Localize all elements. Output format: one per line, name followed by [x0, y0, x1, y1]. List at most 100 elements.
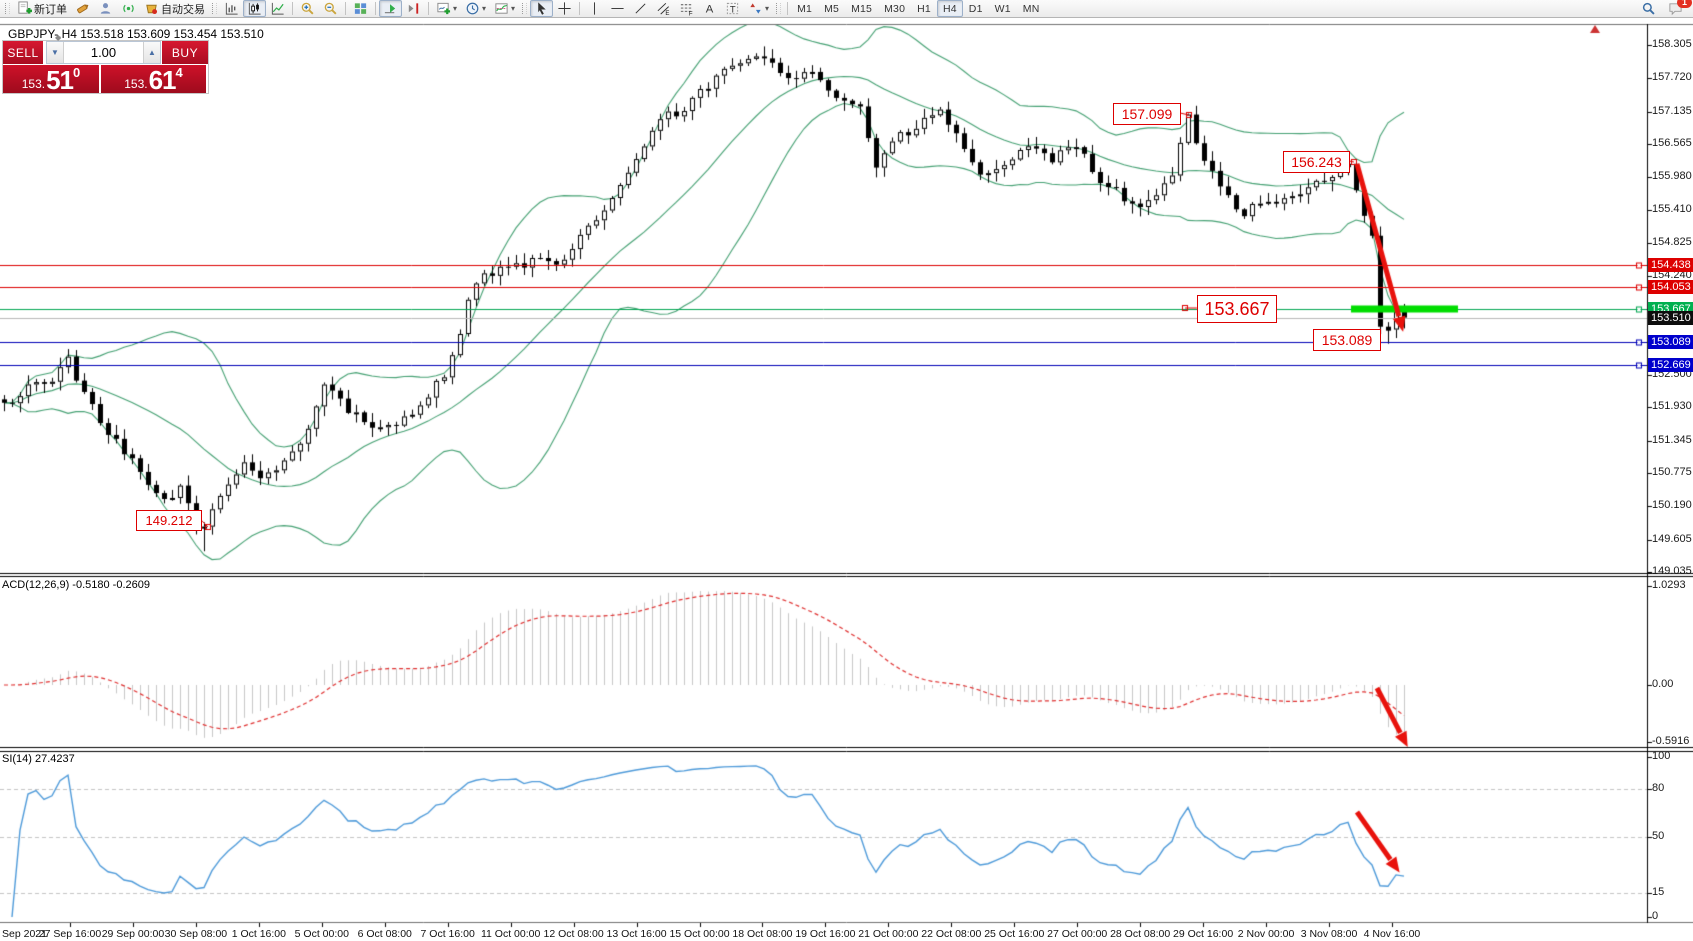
signal-icon — [123, 4, 134, 13]
time-axis-label: 5 Oct 00:00 — [294, 928, 349, 940]
new-order-button[interactable]: 新订单 — [13, 0, 71, 17]
time-axis-label: 15 Oct 00:00 — [669, 928, 730, 940]
indicators-button[interactable]: ▾ — [432, 0, 461, 17]
price-tick-label: 149.605 — [1652, 532, 1692, 545]
line-chart-button[interactable] — [266, 0, 289, 17]
time-axis-label: 6 Oct 08:00 — [357, 928, 412, 940]
fibonacci-icon: F — [680, 4, 693, 16]
rsi-label: SI(14) 27.4237 — [2, 753, 75, 765]
toolbar-grip[interactable] — [5, 3, 10, 14]
time-axis-label: 2 Nov 00:00 — [1237, 928, 1295, 940]
svg-text:A: A — [706, 4, 714, 16]
timeframe-m15[interactable]: M15 — [851, 2, 873, 15]
cursor-button[interactable] — [530, 0, 554, 17]
price-annotation: 153.667 — [1197, 295, 1277, 323]
zoom-in-button[interactable] — [296, 0, 319, 17]
bar-chart-icon — [225, 2, 238, 15]
zoom-out-button[interactable] — [319, 0, 342, 17]
timeframe-m1[interactable]: M1 — [797, 2, 813, 15]
time-axis-label: 27 Oct 00:00 — [1047, 928, 1108, 940]
svg-text:T: T — [730, 4, 736, 14]
periods-caret: ▾ — [482, 3, 487, 13]
sell-button[interactable]: SELL — [3, 41, 43, 64]
time-axis-label: 19 Oct 16:00 — [795, 928, 856, 940]
volume-decrease-button[interactable]: ▼ — [47, 42, 64, 63]
profile-button[interactable] — [94, 0, 117, 17]
svg-text:F: F — [689, 11, 693, 16]
buy-price-big: 61 — [148, 65, 177, 95]
periods-button[interactable]: ▾ — [461, 0, 490, 17]
volume-increase-button[interactable]: ▲ — [143, 42, 160, 63]
level-price-box: 154.438 — [1648, 257, 1693, 272]
auto-scroll-button[interactable] — [379, 0, 402, 17]
time-axis-label: 11 Oct 00:00 — [480, 928, 541, 940]
toolbar-grip[interactable] — [776, 3, 782, 14]
time-axis-label: 21 Oct 00:00 — [858, 928, 919, 940]
vertical-line-tool[interactable] — [583, 0, 606, 17]
rsi-tick-label: 100 — [1652, 750, 1671, 762]
time-axis-label: 27 Sep 16:00 — [38, 928, 102, 940]
crayon-icon — [77, 4, 89, 14]
zoom-in-icon — [301, 2, 314, 15]
templates-icon — [495, 3, 508, 14]
fibonacci-tool[interactable]: F — [675, 0, 698, 17]
text-label-icon: T — [726, 2, 739, 14]
equidistant-channel-icon: E — [657, 3, 669, 16]
timeframe-d1[interactable]: D1 — [968, 2, 983, 15]
time-axis-label: 18 Oct 08:00 — [732, 928, 793, 940]
toolbar-grip[interactable] — [212, 3, 217, 14]
rsi-tick-label: 15 — [1652, 886, 1665, 898]
tile-windows-button[interactable] — [349, 0, 372, 17]
candlestick-chart-button[interactable] — [243, 0, 266, 17]
crosshair-button[interactable] — [553, 0, 576, 17]
timeframe-h4[interactable]: H4 — [936, 0, 963, 17]
buy-price[interactable]: 153. 61 4 — [101, 65, 206, 93]
sell-price[interactable]: 153. 51 0 — [3, 65, 99, 93]
timeframe-m5[interactable]: M5 — [824, 2, 840, 15]
price-annotation: 153.089 — [1313, 329, 1381, 351]
volume-value[interactable]: 1.00 — [90, 45, 117, 60]
timeframe-h1[interactable]: H1 — [917, 2, 931, 15]
time-axis-label: 1 Oct 16:00 — [231, 928, 286, 940]
chart-shift-button[interactable] — [402, 0, 425, 17]
indicators-caret: ▾ — [453, 3, 458, 13]
cursor-icon — [538, 2, 546, 15]
text-label-tool[interactable]: T — [721, 0, 744, 17]
toolbar-grip[interactable] — [522, 3, 528, 14]
search-icon — [1642, 2, 1655, 15]
timeframe-m30[interactable]: M30 — [884, 2, 906, 15]
crosshair-icon — [558, 2, 571, 15]
horizontal-line-tool[interactable] — [606, 0, 629, 17]
templates-button[interactable]: ▾ — [490, 0, 519, 17]
timeframe-mn[interactable]: MN — [1022, 2, 1040, 15]
notifications-button[interactable]: 1 — [1664, 0, 1692, 17]
macd-label: ACD(12,26,9) -0.5180 -0.2609 — [2, 579, 150, 591]
crayon-button[interactable] — [71, 0, 94, 17]
current-price-box: 153.510 — [1648, 310, 1693, 325]
auto-scroll-icon — [384, 4, 396, 14]
timeframe-w1[interactable]: W1 — [994, 2, 1011, 15]
auto-trading-label: 自动交易 — [161, 3, 205, 16]
time-axis-label: 13 Oct 16:00 — [606, 928, 667, 940]
price-tick-label: 158.305 — [1652, 38, 1692, 50]
svg-text:E: E — [665, 10, 669, 16]
buy-button[interactable]: BUY — [162, 41, 208, 64]
bar-chart-button[interactable] — [220, 0, 243, 17]
rsi-tick-label: 80 — [1652, 782, 1665, 794]
time-axis-label: 30 Sep 08:00 — [164, 928, 228, 940]
sell-price-prefix: 153. — [21, 77, 46, 91]
signal-button[interactable] — [117, 0, 140, 17]
price-tick-label: 150.190 — [1652, 499, 1692, 512]
price-annotation: 149.212 — [136, 510, 202, 531]
arrows-tool[interactable]: ▾ — [744, 0, 773, 17]
one-click-panel-toggle[interactable]: ◆ — [55, 33, 62, 42]
auto-trading-button[interactable]: 自动交易 — [140, 0, 209, 17]
price-tick-label: 157.720 — [1652, 71, 1692, 84]
sell-price-sup: 0 — [73, 65, 81, 80]
text-tool[interactable]: A — [698, 0, 721, 17]
search-button[interactable] — [1637, 0, 1660, 17]
trendline-tool[interactable] — [629, 0, 652, 17]
auto-trading-icon — [146, 4, 158, 15]
equidistant-channel-tool[interactable]: E — [652, 0, 675, 17]
